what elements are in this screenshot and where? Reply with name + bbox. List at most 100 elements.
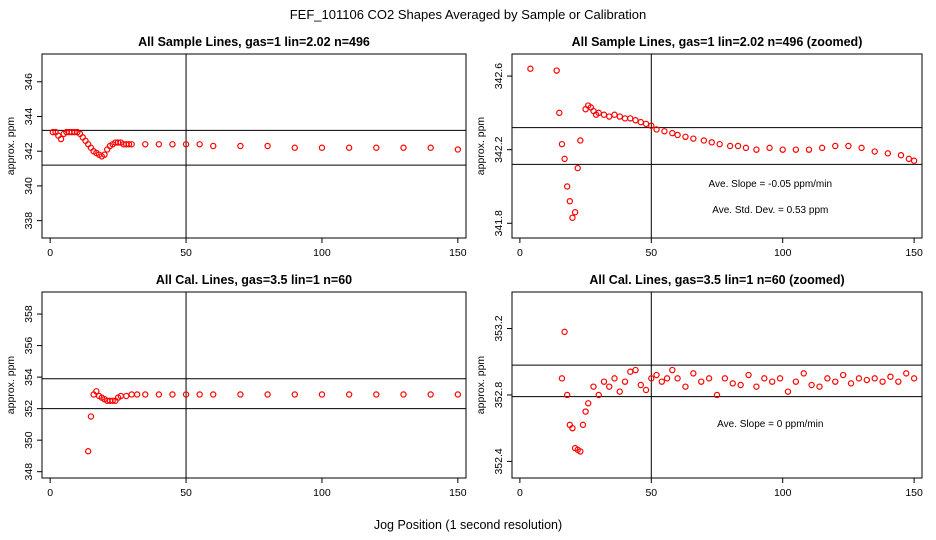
data-point bbox=[169, 141, 176, 148]
data-point bbox=[577, 448, 584, 455]
data-point bbox=[737, 381, 744, 389]
data-point bbox=[616, 113, 623, 120]
data-point bbox=[133, 391, 141, 398]
data-point bbox=[832, 142, 839, 150]
y-tick-label: 352.4 bbox=[493, 448, 505, 474]
data-point bbox=[237, 142, 244, 150]
data-point bbox=[621, 378, 629, 385]
x-tick-label: 150 bbox=[905, 487, 923, 499]
data-point bbox=[427, 391, 434, 398]
data-point bbox=[779, 146, 786, 153]
data-point bbox=[698, 378, 705, 385]
data-point bbox=[574, 164, 581, 172]
data-point bbox=[632, 366, 639, 374]
data-point bbox=[527, 65, 534, 72]
y-axis-label: approx. ppm bbox=[475, 356, 487, 415]
y-tick-label: 352.8 bbox=[493, 382, 505, 408]
data-point bbox=[792, 146, 800, 153]
data-point bbox=[558, 140, 566, 148]
data-point bbox=[142, 391, 149, 398]
x-tick-label: 0 bbox=[47, 487, 53, 499]
data-point bbox=[871, 148, 878, 155]
data-point bbox=[729, 380, 736, 387]
data-series bbox=[527, 65, 918, 221]
chart-panel-3: All Cal. Lines, gas=3.5 lin=1 n=60 0 50 100… bbox=[5, 273, 467, 499]
panel-title: All Sample Lines, gas=1 lin=2.02 n=496 (… bbox=[572, 35, 863, 49]
data-point bbox=[128, 391, 135, 398]
data-point bbox=[863, 376, 871, 384]
data-point bbox=[903, 370, 910, 377]
data-point bbox=[716, 140, 723, 148]
y-axis-label: approx. ppm bbox=[475, 117, 487, 176]
data-point bbox=[454, 391, 462, 398]
y-tick-label: 353.2 bbox=[493, 315, 505, 341]
data-point bbox=[761, 375, 768, 382]
data-point bbox=[784, 388, 792, 395]
data-point bbox=[85, 448, 92, 455]
data-point bbox=[682, 383, 689, 390]
data-point bbox=[600, 378, 608, 385]
data-point bbox=[400, 391, 407, 398]
x-tick-label: 100 bbox=[313, 247, 331, 259]
y-tick-label: 352 bbox=[23, 400, 35, 418]
data-point bbox=[57, 135, 65, 143]
data-point bbox=[93, 388, 100, 395]
x-tick-label: 100 bbox=[313, 487, 331, 499]
data-point bbox=[571, 209, 579, 216]
data-point bbox=[661, 128, 668, 135]
data-point bbox=[753, 383, 760, 390]
data-point bbox=[142, 141, 149, 148]
x-tick-label: 0 bbox=[517, 487, 523, 499]
data-point bbox=[682, 133, 689, 140]
data-point bbox=[734, 142, 742, 150]
y-tick-label: 348 bbox=[23, 463, 35, 481]
data-point bbox=[669, 129, 676, 137]
data-point bbox=[155, 391, 163, 398]
data-point bbox=[708, 139, 715, 146]
data-point bbox=[318, 144, 326, 151]
data-series bbox=[85, 388, 462, 455]
data-point bbox=[855, 375, 863, 382]
plot-frame bbox=[511, 291, 923, 479]
x-tick-label: 50 bbox=[180, 487, 192, 499]
data-point bbox=[637, 118, 644, 126]
panel-title: All Cal. Lines, gas=3.5 lin=1 n=60 (zoom… bbox=[589, 273, 844, 287]
data-point bbox=[582, 408, 589, 415]
y-tick-label: 356 bbox=[23, 337, 35, 355]
data-point bbox=[196, 141, 203, 148]
data-point bbox=[674, 375, 681, 382]
data-point bbox=[373, 391, 380, 398]
annotation-text: Ave. Std. Dev. = 0.53 ppm bbox=[712, 205, 828, 216]
data-point bbox=[264, 391, 271, 398]
data-point bbox=[871, 375, 878, 382]
data-point bbox=[123, 392, 130, 400]
data-point bbox=[805, 146, 813, 153]
x-tick-label: 50 bbox=[180, 247, 192, 259]
data-point bbox=[182, 391, 190, 398]
data-point bbox=[621, 115, 629, 122]
data-point bbox=[101, 151, 108, 158]
data-point bbox=[291, 144, 298, 151]
data-series bbox=[49, 128, 462, 160]
data-point bbox=[742, 144, 750, 152]
data-point bbox=[114, 139, 122, 146]
data-point bbox=[616, 388, 623, 395]
y-axis-label: approx. ppm bbox=[5, 356, 17, 415]
panel-title: All Sample Lines, gas=1 lin=2.02 n=496 bbox=[138, 35, 370, 49]
data-point bbox=[768, 378, 776, 385]
x-tick-label: 50 bbox=[645, 487, 657, 499]
data-point bbox=[895, 378, 902, 385]
y-tick-label: 342.2 bbox=[493, 136, 505, 162]
y-tick-label: 342 bbox=[23, 142, 35, 160]
data-point bbox=[291, 391, 298, 398]
data-point bbox=[427, 144, 434, 151]
data-point bbox=[561, 328, 568, 336]
y-tick-label: 346 bbox=[23, 73, 35, 91]
data-point bbox=[579, 421, 587, 429]
data-point bbox=[345, 391, 353, 398]
data-point bbox=[824, 375, 831, 382]
data-point bbox=[847, 380, 855, 387]
data-point bbox=[125, 141, 133, 148]
data-point bbox=[792, 378, 800, 385]
